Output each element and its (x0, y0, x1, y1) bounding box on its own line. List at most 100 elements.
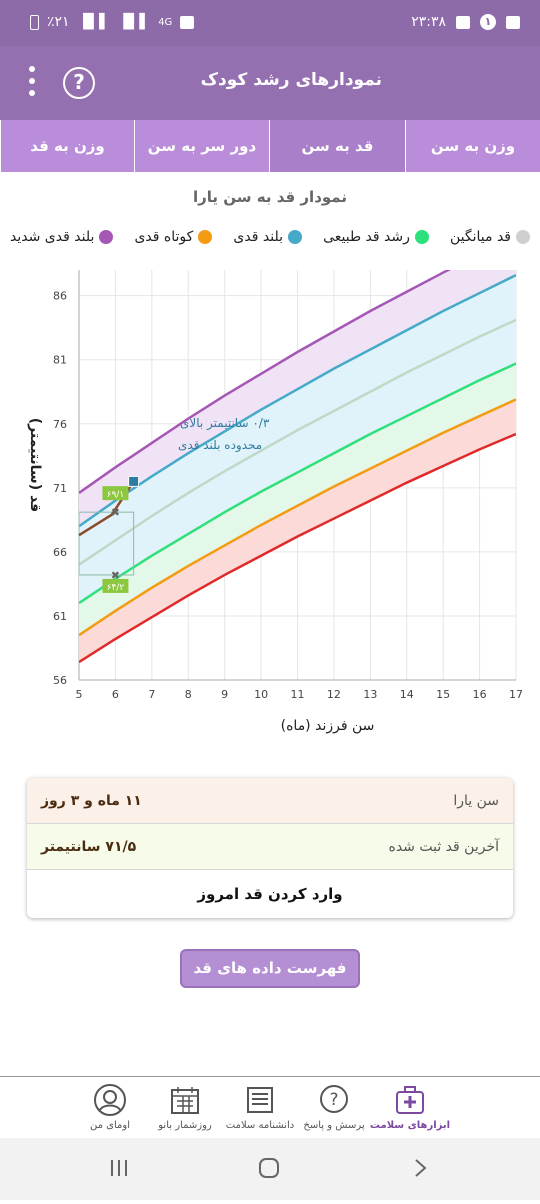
series-line-1 (79, 274, 516, 528)
legend-label: قد میانگین (450, 229, 511, 245)
legend-label: رشد قد طبیعی (323, 229, 410, 245)
series-line-3 (79, 318, 516, 566)
more-menu-icon[interactable] (28, 66, 36, 100)
legend-item-severe-tall: بلند قدی شدید (10, 229, 114, 245)
marker-badge (102, 486, 129, 501)
age-value: ۱۱ ماه و ۳ روز (41, 792, 142, 809)
battery-icon (30, 14, 39, 30)
clock: ۲۳:۳۸ (411, 14, 446, 30)
x-tick-label: 5 (76, 688, 83, 701)
y-tick-label: 76 (53, 418, 67, 431)
status-right: ۲۳:۳۸ ۱ (411, 14, 520, 30)
y-tick-label: 86 (53, 290, 67, 303)
network-type: 4G (158, 16, 173, 28)
svg-text:?: ? (329, 1090, 338, 1110)
chart-title: نمودار قد به سن یارا (193, 188, 347, 206)
nav-calendar[interactable]: روزشمار بانو (140, 1083, 230, 1131)
back-icon[interactable] (415, 1159, 427, 1177)
marker-label: ۶۹/۱ (107, 490, 125, 500)
legend-label: کوتاه قدی (134, 229, 194, 245)
nav-label: دانشنامه سلامت (225, 1120, 295, 1131)
marker-cross: ✖ (111, 506, 120, 519)
x-tick-label: 14 (400, 688, 414, 701)
help-button[interactable]: ? (63, 67, 95, 99)
x-tick-label: 10 (254, 688, 268, 701)
series-line-2 (79, 362, 516, 605)
home-icon[interactable] (259, 1158, 279, 1178)
band-fill (79, 275, 516, 604)
marker-cross: ✖ (111, 569, 120, 582)
child-latest-point (128, 475, 140, 487)
series-line-5 (79, 432, 516, 664)
y-tick-label: 56 (53, 674, 67, 687)
legend-item-short: کوتاه قدی (134, 229, 213, 245)
app-bar: ? نمودارهای رشد کودک (0, 46, 540, 120)
marker-badge (102, 578, 129, 593)
legend-item-normal: رشد قد طبیعی (323, 229, 429, 245)
y-tick-label: 81 (53, 354, 67, 367)
recents-icon[interactable] (111, 1160, 127, 1176)
x-tick-label: 16 (473, 688, 487, 701)
user-icon (94, 1084, 126, 1116)
bottom-nav: ابزارهای سلامت ? پرسش و پاسخ دانشنامه سل… (0, 1076, 540, 1138)
chart-legend: بلند قدی شدید کوتاه قدی بلند قدی رشد قد … (10, 229, 530, 245)
x-tick-label: 7 (148, 688, 155, 701)
x-axis-title: سن فرزند (ماه) (281, 718, 375, 734)
notification-count: ۱ (480, 14, 496, 30)
nav-label: پرسش و پاسخ (303, 1120, 365, 1131)
band-fill (79, 363, 516, 636)
band-fill (79, 399, 516, 663)
x-tick-label: 11 (291, 688, 305, 701)
enter-height-button[interactable]: وارد کردن قد امروز (197, 885, 343, 903)
x-tick-label: 15 (436, 688, 450, 701)
x-tick-label: 12 (327, 688, 341, 701)
app-title: نمودارهای رشد کودک (200, 70, 382, 90)
tab-weight-for-age[interactable]: وزن به سن (405, 120, 540, 172)
image-icon (506, 15, 520, 29)
x-tick-label: 17 (509, 688, 523, 701)
x-tick-label: 6 (112, 688, 119, 701)
nav-label: اومای من (90, 1120, 130, 1131)
nav-health-tools[interactable]: ابزارهای سلامت (365, 1083, 455, 1131)
y-tick-label: 66 (53, 546, 67, 559)
nav-qa[interactable]: ? پرسش و پاسخ (289, 1083, 379, 1131)
nav-my-profile[interactable]: اومای من (65, 1083, 155, 1131)
signal-icon-2: ▐▌▌ (117, 14, 151, 30)
tab-height-for-age[interactable]: قد به سن (269, 120, 405, 172)
newspaper-icon (247, 1087, 273, 1113)
x-tick-label: 9 (221, 688, 228, 701)
system-nav-icons (111, 1158, 427, 1178)
legend-item-tall: بلند قدی (233, 229, 302, 245)
tab-bar: وزن به قد دور سر به سن قد به سن وزن به س… (0, 120, 540, 172)
system-nav-bar (0, 1138, 540, 1200)
status-left: ٪۲۱ ▐▌▌ ▐▌▌ 4G (30, 14, 195, 30)
annotation-line1: ۰/۳ سانتیمتر بالای (180, 416, 270, 431)
legend-item-average: قد میانگین (450, 229, 530, 245)
nav-label: ابزارهای سلامت (369, 1120, 451, 1131)
nav-encyclopedia[interactable]: دانشنامه سلامت (215, 1083, 305, 1131)
marker-label: ۶۴/۲ (107, 583, 125, 593)
y-tick-label: 71 (53, 482, 67, 495)
legend-label: بلند قدی (233, 229, 283, 245)
tab-head-for-age[interactable]: دور سر به سن (134, 120, 269, 172)
age-row: سن یارا ۱۱ ماه و ۳ روز (27, 778, 513, 824)
height-value: ۷۱/۵ سانتیمتر (41, 838, 137, 855)
calendar-icon (171, 1087, 199, 1114)
info-card: سن یارا ۱۱ ماه و ۳ روز آخرین قد ثبت شده … (27, 778, 513, 918)
battery-percent: ٪۲۱ (47, 14, 70, 30)
height-row: آخرین قد ثبت شده ۷۱/۵ سانتیمتر (27, 824, 513, 870)
legend-dot (287, 230, 302, 244)
x-tick-label: 13 (363, 688, 377, 701)
child-range-box (78, 511, 135, 576)
age-label: سن یارا (453, 792, 499, 809)
height-list-button[interactable]: فهرست داده های قد یارا (180, 949, 360, 1012)
legend-dot (414, 230, 429, 244)
check-icon (456, 15, 470, 29)
tab-weight-for-height[interactable]: وزن به قد (0, 120, 134, 172)
signal-icon: ▐▌▌ (77, 14, 110, 30)
nav-label: روزشمار بانو (158, 1120, 212, 1131)
question-bubble-icon: ? (320, 1085, 348, 1113)
legend-dot (99, 230, 114, 244)
status-bar: ٪۲۱ ▐▌▌ ▐▌▌ 4G ۲۳:۳۸ ۱ (0, 0, 540, 46)
